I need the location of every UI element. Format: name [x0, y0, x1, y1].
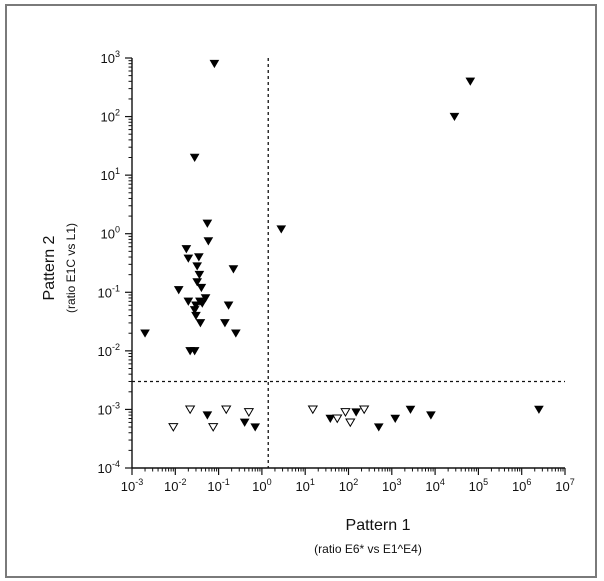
x-tick-label: 107	[555, 477, 574, 494]
data-point-filled	[192, 262, 202, 271]
x-tick-label: 106	[512, 477, 531, 494]
y-tick-label: 10-4	[98, 459, 120, 476]
data-point-filled	[196, 283, 207, 293]
data-point-filled	[325, 414, 336, 423]
data-point-filled	[191, 311, 201, 321]
data-point-open	[221, 405, 232, 415]
data-point-filled	[189, 347, 200, 356]
data-point-filled	[189, 153, 200, 162]
data-point-filled	[239, 418, 250, 427]
data-point-filled	[250, 423, 261, 432]
data-point-open	[332, 414, 343, 424]
x-tick-label: 10-1	[207, 477, 229, 494]
data-point-filled	[390, 414, 401, 423]
x-tick-label: 10-2	[164, 477, 186, 494]
x-axis-title: Pattern 1	[346, 517, 411, 534]
y-axis-title: Pattern 2	[41, 235, 58, 300]
y-tick-label: 101	[101, 166, 120, 183]
data-point-filled	[465, 77, 476, 86]
data-point-filled	[220, 319, 230, 328]
data-point-filled	[209, 59, 220, 69]
x-tick-label: 100	[252, 477, 271, 494]
data-point-filled	[181, 245, 192, 254]
data-point-filled	[276, 225, 287, 234]
x-tick-label: 105	[469, 477, 488, 494]
data-point-open	[168, 423, 179, 432]
x-tick-label: 10-3	[121, 477, 143, 494]
data-point-open	[307, 405, 318, 415]
data-point-open	[208, 423, 219, 432]
data-point-filled	[351, 408, 361, 417]
data-point-filled	[228, 265, 239, 274]
y-tick-label: 10-1	[98, 283, 120, 300]
data-point-filled	[192, 278, 202, 287]
data-point-filled	[191, 301, 201, 310]
data-point-filled	[194, 270, 205, 280]
y-tick-label: 10-2	[98, 342, 120, 359]
data-point-filled	[426, 411, 436, 420]
data-point-open	[243, 408, 255, 417]
y-tick-label: 103	[101, 49, 120, 66]
y-tick-label: 100	[101, 225, 120, 242]
data-point-filled	[373, 423, 384, 432]
data-point-filled	[449, 112, 460, 122]
data-point-open	[358, 405, 370, 415]
y-tick-label: 102	[101, 108, 120, 125]
data-point-filled	[202, 411, 213, 420]
y-tick-label: 10-3	[98, 400, 120, 417]
x-axis-subtitle: (ratio E6* vs E1^E4)	[314, 542, 422, 556]
data-point-filled	[183, 254, 194, 263]
x-tick-label: 102	[339, 477, 358, 494]
data-point-open	[345, 418, 356, 428]
data-point-filled	[140, 329, 150, 338]
y-axis-subtitle: (ratio E1C vs L1)	[64, 223, 78, 313]
data-point-filled	[195, 319, 206, 328]
data-point-filled	[173, 286, 184, 295]
x-tick-label: 101	[295, 477, 314, 494]
data-point-filled	[197, 299, 208, 308]
data-point-open	[340, 408, 351, 417]
data-point-filled	[405, 405, 416, 414]
data-point-filled	[194, 253, 204, 262]
data-point-filled	[231, 329, 241, 338]
data-point-filled	[534, 405, 544, 414]
data-point-filled	[223, 301, 234, 310]
data-point-filled	[202, 219, 213, 228]
data-point-filled	[203, 237, 214, 246]
x-tick-label: 104	[425, 477, 444, 494]
data-point-filled	[200, 294, 211, 303]
data-point-filled	[183, 297, 194, 306]
figure-frame	[5, 4, 597, 578]
data-point-open	[184, 405, 196, 415]
x-tick-label: 103	[382, 477, 401, 494]
